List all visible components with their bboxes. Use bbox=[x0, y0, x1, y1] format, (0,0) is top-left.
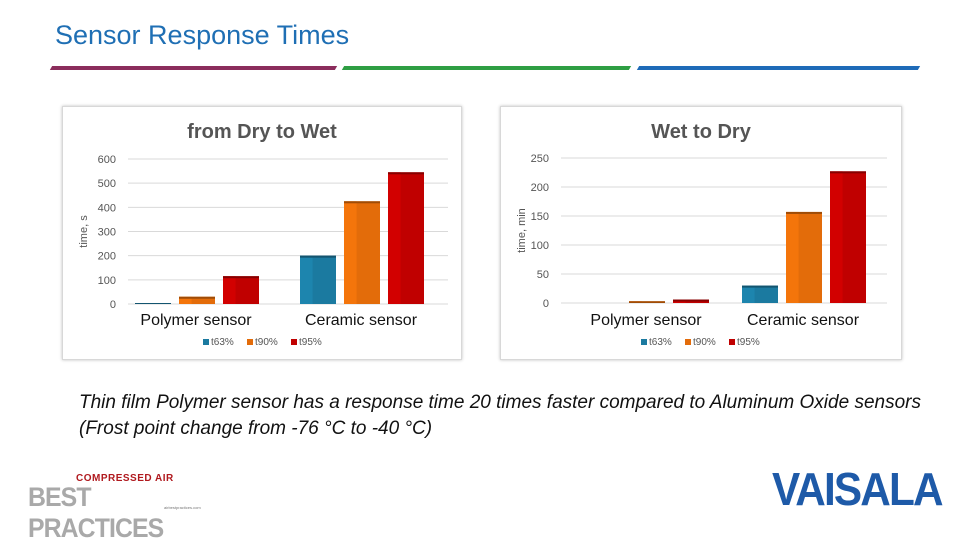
bar bbox=[786, 211, 822, 303]
bar bbox=[388, 172, 424, 304]
y-axis-label: time, min bbox=[516, 208, 528, 253]
bar-highlight bbox=[344, 201, 357, 304]
bar-top-edge bbox=[742, 285, 778, 288]
legend-label: t95% bbox=[299, 337, 322, 348]
legend-label: t90% bbox=[693, 337, 716, 348]
bar bbox=[742, 285, 778, 303]
y-axis-label: time, s bbox=[78, 215, 90, 248]
legend-swatch bbox=[685, 339, 691, 345]
chart-wet-to-dry-svg: Wet to Dry time, min 0 50 100 150 200 250 t63% t9… bbox=[516, 121, 887, 348]
chart-title: Wet to Dry bbox=[651, 121, 752, 143]
bar-top-edge bbox=[786, 211, 822, 214]
bar-fill bbox=[179, 296, 215, 304]
bar-top-edge bbox=[629, 301, 665, 303]
bar bbox=[300, 255, 336, 304]
bar-highlight bbox=[300, 255, 313, 304]
y-tick-label: 100 bbox=[98, 275, 116, 287]
bar-highlight bbox=[786, 211, 799, 303]
divider-rule-purple bbox=[49, 66, 338, 70]
legend-swatch bbox=[291, 339, 297, 345]
legend-label: t95% bbox=[737, 337, 760, 348]
chart2-category-label-polymer: Polymer sensor bbox=[590, 312, 702, 329]
y-tick-label: 50 bbox=[537, 269, 549, 281]
chart-dry-to-wet: from Dry to Wet time, s 0 100 200 300 400 500 60… bbox=[62, 106, 462, 360]
legend-swatch bbox=[729, 339, 735, 345]
y-tick-label: 0 bbox=[110, 299, 116, 311]
legend-label: t90% bbox=[255, 337, 278, 348]
bar bbox=[223, 276, 259, 304]
y-tick-label: 150 bbox=[531, 211, 549, 223]
y-tick-label: 100 bbox=[531, 240, 549, 252]
legend-swatch bbox=[247, 339, 253, 345]
bar bbox=[629, 301, 665, 303]
bar-top-edge bbox=[179, 296, 215, 299]
bar bbox=[179, 296, 215, 304]
bar-highlight bbox=[742, 285, 755, 303]
bar-top-edge bbox=[223, 276, 259, 279]
y-tick-label: 200 bbox=[98, 251, 116, 263]
caption-text: Thin film Polymer sensor has a response … bbox=[79, 392, 921, 439]
chart1-category-label-polymer: Polymer sensor bbox=[140, 312, 252, 329]
y-tick-label: 200 bbox=[531, 182, 549, 194]
bar-highlight bbox=[830, 171, 843, 303]
slide-title: Sensor Response Times bbox=[55, 20, 350, 50]
bar bbox=[135, 303, 171, 304]
y-tick-label: 0 bbox=[543, 298, 549, 310]
y-tick-label: 500 bbox=[98, 178, 116, 190]
y-tick-label: 300 bbox=[98, 227, 116, 239]
bar bbox=[344, 201, 380, 304]
divider-rule-blue bbox=[636, 66, 921, 70]
legend-swatch bbox=[641, 339, 647, 345]
bar-top-edge bbox=[388, 172, 424, 175]
chart1-category-label-ceramic: Ceramic sensor bbox=[304, 312, 418, 329]
chart-title: from Dry to Wet bbox=[187, 121, 337, 143]
legend-label: t63% bbox=[649, 337, 672, 348]
bar-top-edge bbox=[300, 255, 336, 258]
chart2-category-label-ceramic: Ceramic sensor bbox=[746, 312, 860, 329]
logo-compressed-air-text: COMPRESSED AIR bbox=[76, 473, 174, 484]
bar-highlight bbox=[223, 276, 236, 304]
bar-top-edge bbox=[135, 303, 171, 304]
y-tick-label: 250 bbox=[531, 153, 549, 165]
best-practices-logo: COMPRESSED AIR BEST PRACTICES airbestpra… bbox=[28, 470, 208, 543]
vaisala-logo: VAISALA bbox=[772, 463, 944, 515]
y-tick-label: 600 bbox=[98, 154, 116, 166]
divider-rule-green bbox=[341, 66, 632, 70]
bar bbox=[673, 299, 709, 303]
y-tick-label: 400 bbox=[98, 202, 116, 214]
bar-top-edge bbox=[344, 201, 380, 204]
bar-top-edge bbox=[673, 299, 709, 302]
legend-swatch bbox=[203, 339, 209, 345]
bar-highlight bbox=[388, 172, 401, 304]
bar-highlight bbox=[179, 296, 192, 304]
chart-wet-to-dry: Wet to Dry time, min 0 50 100 150 200 250 t63% t9… bbox=[500, 106, 902, 360]
bar-top-edge bbox=[830, 171, 866, 174]
bar bbox=[830, 171, 866, 303]
chart-dry-to-wet-svg: from Dry to Wet time, s 0 100 200 300 400 500 60… bbox=[78, 121, 448, 348]
logo-url-text: airbestpractices.com bbox=[164, 505, 201, 510]
logo-best-practices-text: BEST PRACTICES bbox=[28, 482, 164, 543]
legend-label: t63% bbox=[211, 337, 234, 348]
